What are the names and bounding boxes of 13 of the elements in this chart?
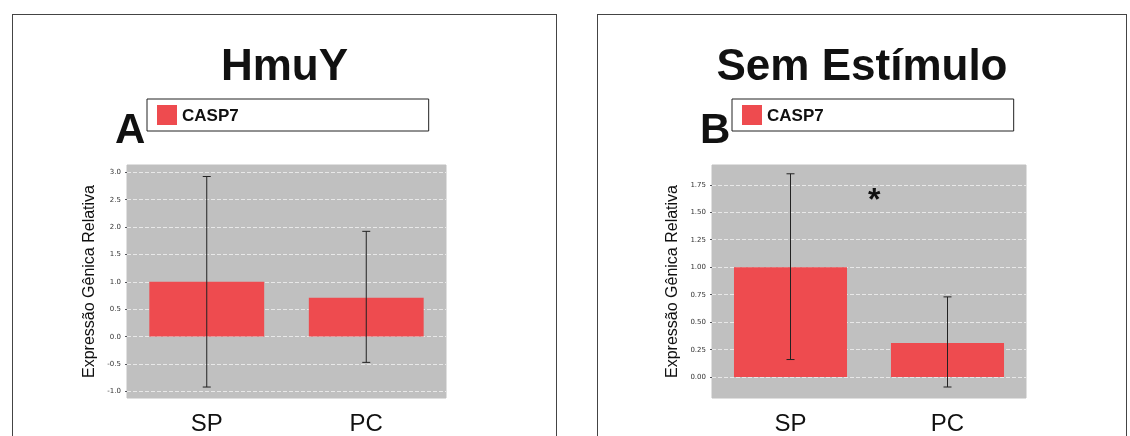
chart-title: HmuY: [220, 39, 349, 89]
x-tick-label: PC: [349, 408, 383, 436]
chart-title: Sem Estímulo: [716, 39, 1008, 89]
legend-label: CASP7: [767, 105, 824, 125]
x-tick-label: PC: [930, 408, 965, 436]
text: B: [700, 104, 731, 152]
y-axis-title: Expressão Gênica Relativa: [663, 184, 681, 378]
x-tick-label: SP: [190, 408, 223, 436]
text: A: [115, 104, 146, 152]
x-tick-label: SP: [774, 408, 807, 436]
y-axis-title: Expressão Gênica Relativa: [79, 184, 97, 378]
annotation: *: [868, 181, 881, 217]
legend-label: CASP7: [182, 105, 239, 125]
